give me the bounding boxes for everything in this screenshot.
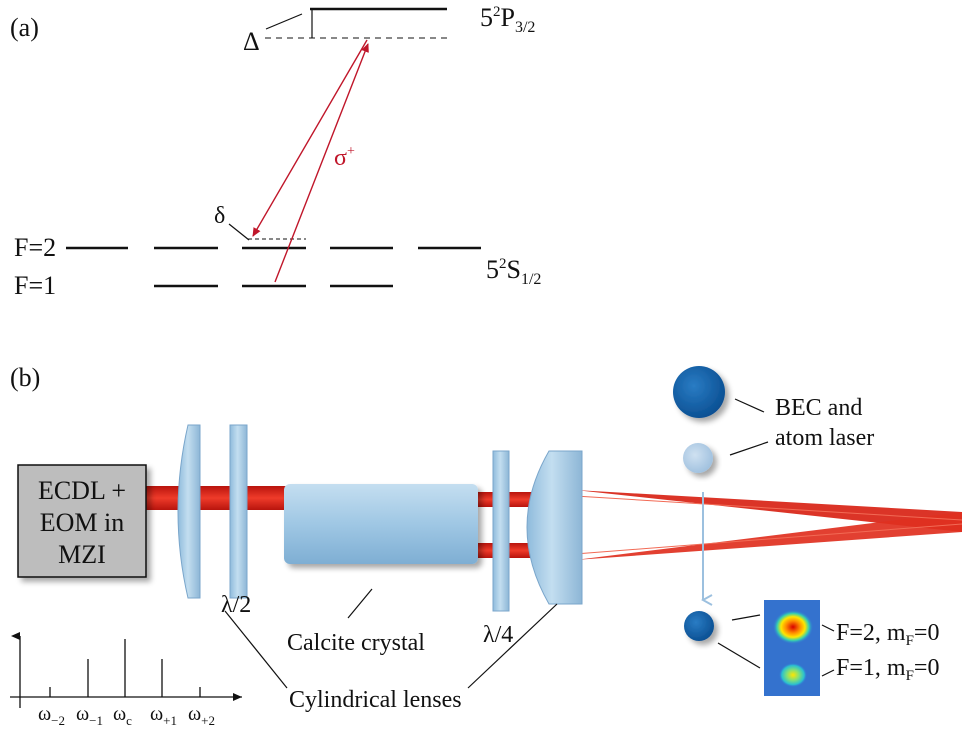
calcite-crystal xyxy=(284,484,478,564)
half-wave-plate xyxy=(229,424,248,599)
level-f1-label: F=1 xyxy=(14,271,56,300)
ground-state-label: 52S1/2 xyxy=(486,255,541,288)
excited-state-label: 52P3/2 xyxy=(480,3,535,36)
panel-b-tag: (b) xyxy=(10,363,40,392)
panel-a-tag: (a) xyxy=(10,13,39,42)
output-cloud xyxy=(684,611,714,641)
spectrum-inset: ω−2 ω−1 ωc ω+1 ω+2 xyxy=(10,632,242,728)
spectrum-tick-labels: ω−2 ω−1 ωc ω+1 ω+2 xyxy=(38,703,215,728)
laser-beam-input xyxy=(146,486,296,510)
panel-a: (a) Δ 52P3/2 δ F=2 F=1 52S1/2 xyxy=(10,3,541,300)
absorption-image xyxy=(764,600,820,696)
image-spot-f2 xyxy=(773,610,813,644)
image-spot-f1 xyxy=(779,663,807,687)
half-wave-label: λ/2 xyxy=(221,592,251,618)
laser-box-line2: EOM in xyxy=(40,508,125,537)
bec-cloud xyxy=(673,366,725,418)
raman-arrow-up xyxy=(274,43,369,283)
crystal-label: Calcite crystal xyxy=(287,630,425,656)
lens2-pointer xyxy=(467,603,558,689)
two-photon-pointer xyxy=(228,223,250,241)
image-pointer-top xyxy=(731,614,761,621)
spectrum-tick-label: ω+1 xyxy=(150,703,177,728)
spectrum-tick-label: ωc xyxy=(113,703,132,728)
detuning-label: Δ xyxy=(243,27,260,56)
lens1-pointer xyxy=(224,610,288,689)
crystal-pointer xyxy=(347,588,373,619)
state-f2-pointer xyxy=(821,624,835,632)
atom-laser-cloud xyxy=(683,443,713,473)
state-f2-label: F=2, mF=0 xyxy=(836,620,939,649)
spectrum-tick-label: ω−1 xyxy=(76,703,103,728)
level-f2-label: F=2 xyxy=(14,233,56,262)
two-photon-label: δ xyxy=(214,203,225,229)
state-f1-pointer xyxy=(821,669,835,677)
laser-box xyxy=(17,464,147,578)
atom-laser-pointer xyxy=(729,441,769,456)
laser-box-line1: ECDL + xyxy=(38,476,126,505)
lenses-label: Cylindrical lenses xyxy=(289,687,462,713)
quarter-wave-plate xyxy=(492,450,510,612)
bec-label-line1: BEC and xyxy=(775,395,862,421)
bec-label-line2: atom laser xyxy=(775,425,874,451)
transition-label: σ+ xyxy=(334,144,355,171)
laser-box-line3: MZI xyxy=(58,540,106,569)
detuning-pointer xyxy=(265,13,303,30)
panel-b: (b) ECDL + EOM in MZI λ/2 Calcite crysta… xyxy=(10,363,962,728)
beam-highlight xyxy=(574,495,962,555)
spectrum-tick-label: ω+2 xyxy=(188,703,215,728)
raman-arrow-down xyxy=(252,39,368,237)
spectrum-lines xyxy=(49,639,201,697)
cylindrical-lens-1 xyxy=(177,424,201,599)
state-f1-label: F=1, mF=0 xyxy=(836,655,939,684)
quarter-wave-label: λ/4 xyxy=(483,622,513,648)
beam-upper-focus xyxy=(575,490,962,532)
beam-lower-focus xyxy=(575,512,962,560)
cylindrical-lens-2 xyxy=(526,450,583,605)
bec-pointer xyxy=(734,398,765,413)
image-pointer-bottom xyxy=(717,642,761,669)
spectrum-tick-label: ω−2 xyxy=(38,703,65,728)
